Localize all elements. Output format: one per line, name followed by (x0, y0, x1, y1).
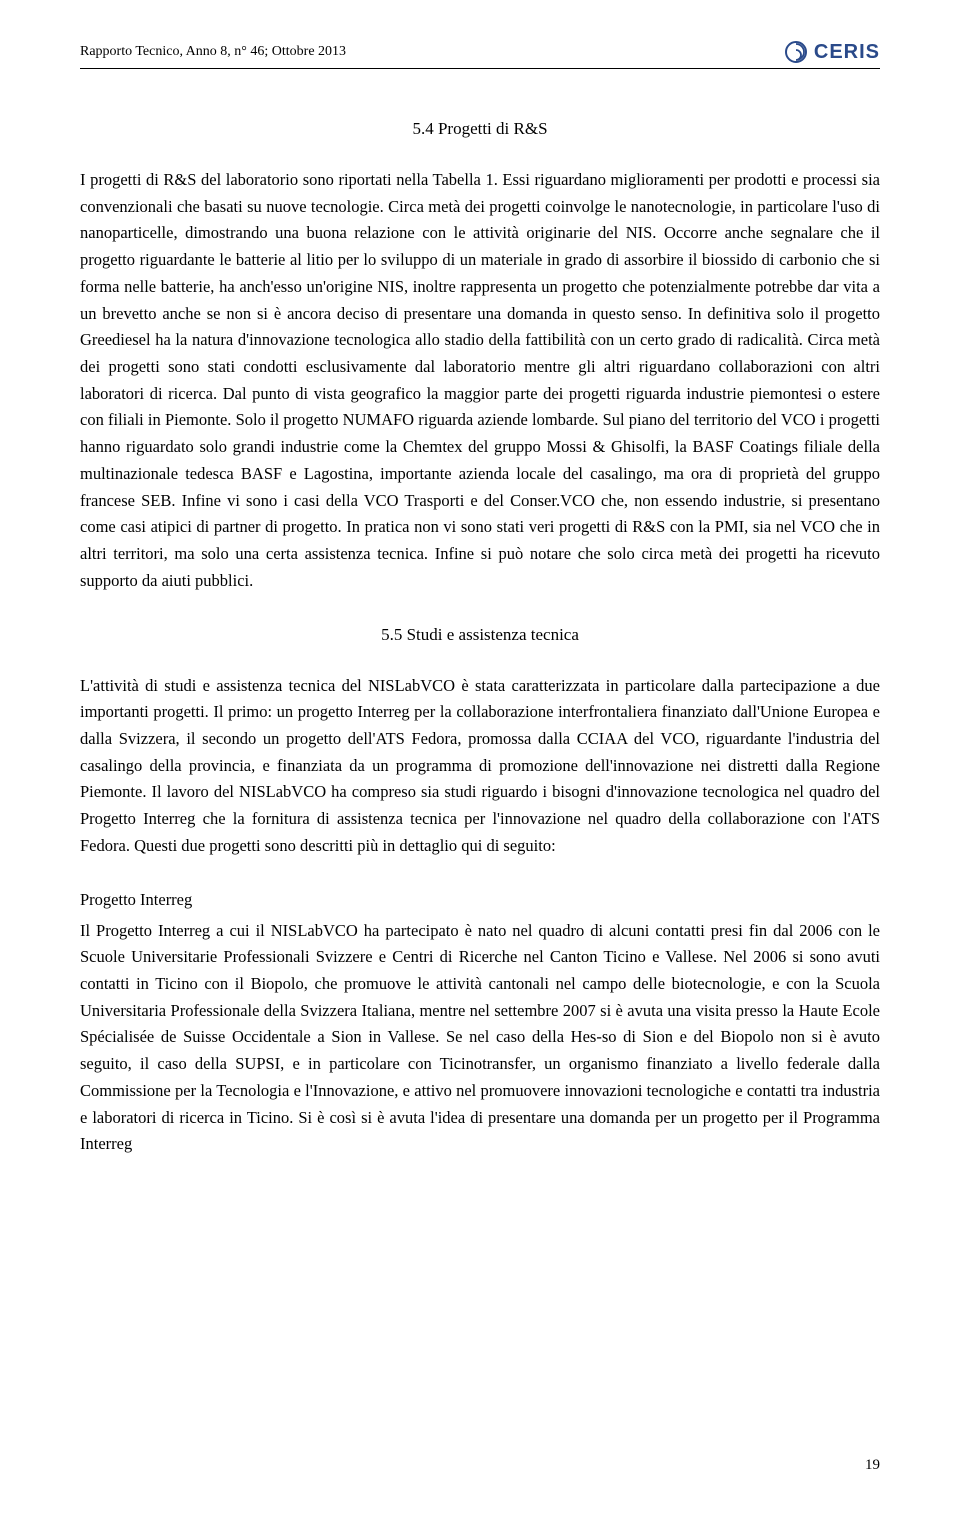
section-body-1: I progetti di R&S del laboratorio sono r… (80, 167, 880, 595)
logo-container: CERIS (784, 40, 880, 64)
logo-text: CERIS (814, 41, 880, 64)
report-info: Rapporto Tecnico, Anno 8, n° 46; Ottobre… (80, 44, 346, 60)
page-number: 19 (865, 1457, 880, 1474)
page-container: Rapporto Tecnico, Anno 8, n° 46; Ottobre… (0, 0, 960, 1228)
subsection-title: Progetto Interreg (80, 890, 880, 910)
section-title-2: 5.5 Studi e assistenza tecnica (80, 625, 880, 645)
logo-swirl-icon (784, 40, 808, 64)
section-title-1: 5.4 Progetti di R&S (80, 119, 880, 139)
page-header: Rapporto Tecnico, Anno 8, n° 46; Ottobre… (80, 40, 880, 69)
subsection-body: Il Progetto Interreg a cui il NISLabVCO … (80, 918, 880, 1158)
section-body-2: L'attività di studi e assistenza tecnica… (80, 673, 880, 860)
